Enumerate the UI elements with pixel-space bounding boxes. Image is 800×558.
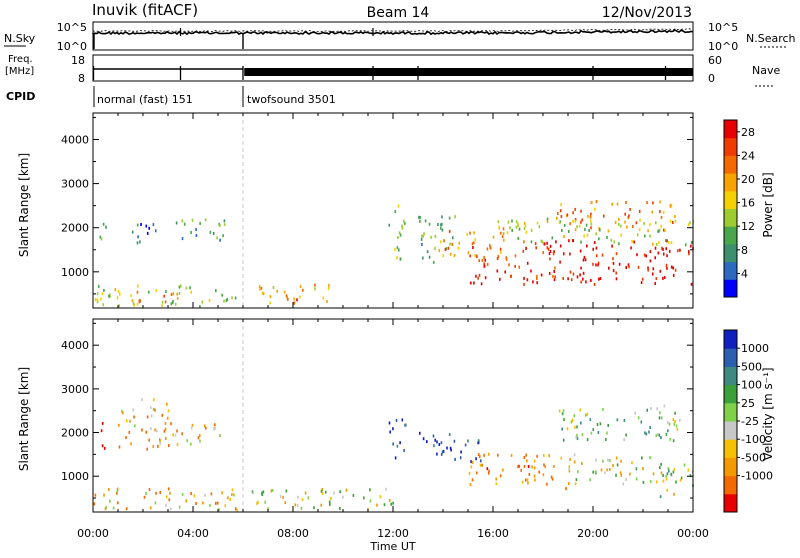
power-colorbar: 4 8 12 16 20 24 28 [723,119,755,298]
velocity-bar-label: Velocity [m s⁻¹] [761,367,775,460]
y-tick-label: 1000 [61,470,89,483]
y-tick-label: 4000 [61,133,89,146]
power-y-label: Slant Range [km] [17,153,31,257]
colorbar-tick-label: 4 [741,267,748,280]
x-axis: 00:00 04:00 08:00 12:00 16:00 20:00 00:00 [77,527,709,540]
colorbar-tick-label: 1000 [741,342,769,355]
y-tick-label: 1000 [61,266,89,279]
noise-tick-right-top: 10^5 [708,21,738,34]
colorbar-tick-label: 28 [741,126,755,139]
y-tick-label: 2000 [61,427,89,440]
nsky-label: N.Sky [4,32,36,45]
nsky-trace [92,29,694,36]
velocity-colorbar: 1000 500 100 25 -25 -100 -500 -1000 [723,329,773,513]
freq-tick-bottom: 8 [78,72,85,85]
x-tick-label: 20:00 [577,527,609,540]
colorbar-tick-label: -1000 [741,470,773,483]
colorbar-tick-label: 24 [741,149,755,162]
nsearch-trace [92,28,694,32]
cpid-row: normal (fast) 151 twofsound 3501 [93,86,336,107]
cpid-segment-label: twofsound 3501 [247,93,336,106]
cpid-label: CPID [6,90,35,103]
freq-label-2: [MHz] [5,66,34,77]
freq-trace [92,66,693,80]
x-axis-label: Time UT [369,540,415,553]
colorbar-tick-label: 25 [741,397,755,410]
noise-tick-left-bottom: 10^0 [57,40,87,53]
y-tick-label: 3000 [61,383,89,396]
colorbar-tick-label: -100 [741,433,766,446]
velocity-panel: 1000 2000 3000 4000 [61,318,694,513]
nave-tick-bottom: 0 [708,72,715,85]
power-panel: 1000 2000 3000 4000 [61,112,694,309]
nsearch-label: N.Search [746,32,796,45]
noise-panel [92,21,694,51]
y-tick-label: 3000 [61,178,89,191]
x-tick-label: 00:00 [77,527,109,540]
nave-label: Nave [752,64,780,77]
power-bar-label: Power [dB] [761,172,775,237]
y-tick-label: 4000 [61,339,89,352]
power-cells [94,200,694,309]
colorbar-tick-label: 8 [741,244,748,257]
colorbar-tick-label: -500 [741,451,766,464]
colorbar-tick-label: 20 [741,173,755,186]
x-tick-label: 08:00 [277,527,309,540]
velocity-cells [93,398,694,512]
freq-tick-top: 18 [71,54,85,67]
velocity-y-label: Slant Range [km] [17,367,31,471]
colorbar-tick-label: 16 [741,197,755,210]
colorbar-tick-label: 100 [741,379,762,392]
freq-label-1: Freq. [8,54,33,65]
station-title: Inuvik (fitACF) [92,1,198,19]
x-tick-label: 16:00 [477,527,509,540]
x-tick-label: 00:00 [677,527,709,540]
cpid-segment-label: normal (fast) 151 [97,93,193,106]
beam-title: Beam 14 [367,5,430,21]
x-tick-label: 04:00 [177,527,209,540]
noise-trace [92,28,694,49]
colorbar-tick-label: 12 [741,220,755,233]
colorbar-tick-label: -25 [741,415,759,428]
noise-tick-left-top: 10^5 [57,21,87,34]
noise-tick-right-bottom: 10^0 [708,40,738,53]
x-tick-label: 12:00 [377,527,409,540]
y-tick-label: 2000 [61,222,89,235]
nave-tick-top: 60 [708,54,722,67]
colorbar-tick-label: 500 [741,360,762,373]
date-title: 12/Nov/2013 [602,5,692,21]
